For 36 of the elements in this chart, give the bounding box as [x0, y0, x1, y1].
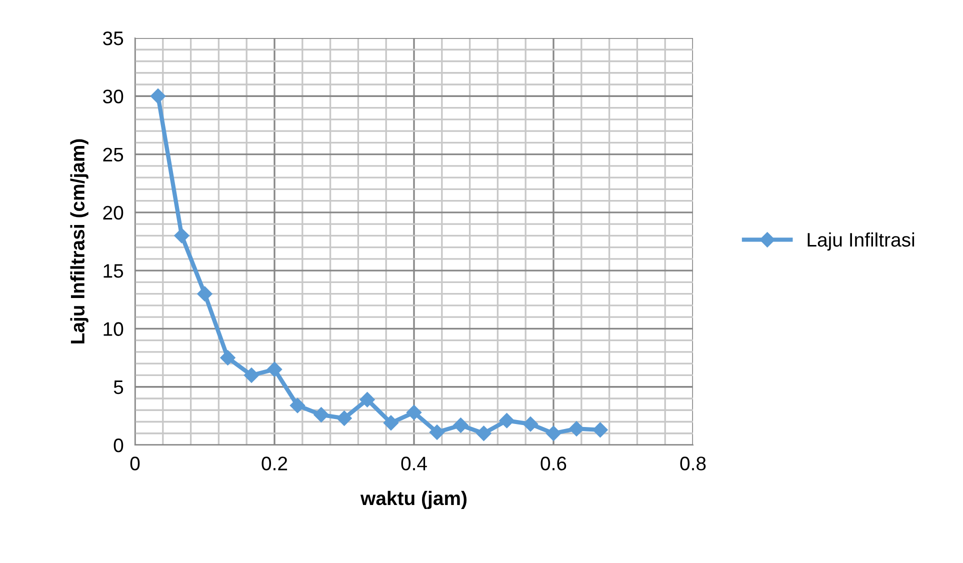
- point: [568, 421, 584, 436]
- point: [244, 368, 260, 383]
- x-tick-label: 0.8: [680, 456, 706, 470]
- point: [429, 424, 445, 440]
- x-tick-label: 0.2: [262, 456, 288, 470]
- y-tick-label: 35: [103, 31, 124, 46]
- x-axis-title: waktu (jam): [360, 490, 467, 510]
- legend-label: Laju Infiltrasi: [808, 232, 914, 251]
- point: [290, 398, 306, 414]
- x-tick-label: 0: [130, 456, 140, 470]
- point: [314, 407, 329, 422]
- y-tick-label: 10: [104, 322, 124, 336]
- point: [546, 426, 562, 441]
- y-tick-label: 30: [103, 90, 124, 104]
- y-tick-label: 20: [103, 206, 124, 220]
- point: [499, 413, 514, 428]
- point: [383, 415, 399, 430]
- point: [336, 410, 352, 426]
- point: [360, 392, 375, 408]
- point: [220, 350, 236, 366]
- y-axis-title: Laju Infiltrasi (cm/jam): [70, 139, 88, 344]
- point: [406, 404, 422, 420]
- x-tick-label: 0.4: [401, 456, 427, 470]
- x-tick-label: 0.6: [540, 456, 566, 470]
- point: [592, 422, 608, 438]
- y-tick-label: 25: [103, 148, 124, 162]
- point: [197, 286, 212, 302]
- point: [174, 228, 190, 244]
- point: [266, 362, 282, 377]
- point: [476, 426, 492, 441]
- point: [453, 418, 468, 433]
- point: [522, 416, 538, 432]
- y-tick-label: 0: [114, 438, 124, 452]
- y-tick-label: 5: [114, 380, 124, 394]
- y-tick-label: 15: [104, 264, 124, 278]
- point: [150, 88, 166, 104]
